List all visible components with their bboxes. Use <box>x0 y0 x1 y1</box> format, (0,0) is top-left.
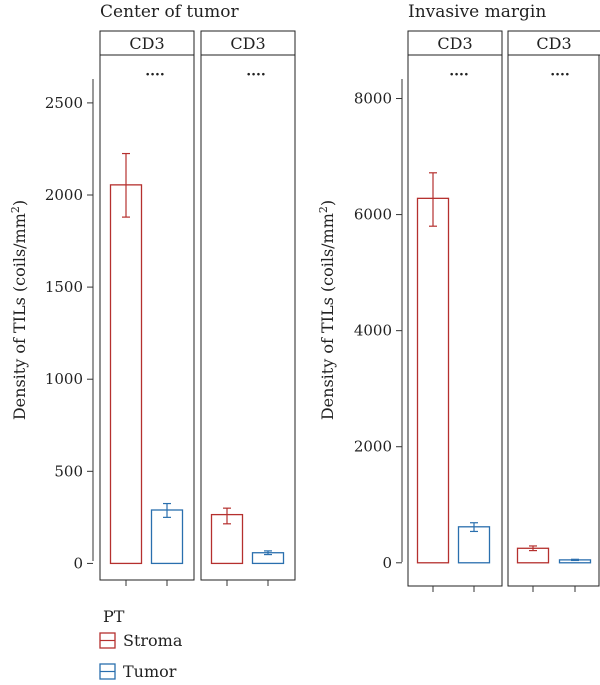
chart-title-invasive: Invasive margin <box>408 2 546 22</box>
legend-item-stroma: Stroma <box>99 631 183 650</box>
legend-title: PT <box>103 607 125 626</box>
strip-label: CD3 <box>129 34 164 53</box>
y-axis-label-center: Density of TILs (coils/mm2) <box>9 200 29 420</box>
panel-frame <box>407 54 503 587</box>
y-tick-label: 0 <box>382 554 392 572</box>
chart-invasive-margin: Invasive margin Density of TILs (coils/m… <box>317 2 600 592</box>
chart-center-of-tumor: Center of tumor Density of TILs (coils/m… <box>9 2 296 586</box>
chart-title-center: Center of tumor <box>100 2 240 22</box>
legend: PT Stroma Tumor <box>99 607 183 681</box>
legend-label-stroma: Stroma <box>123 631 183 650</box>
y-tick-label: 6000 <box>354 206 392 224</box>
panel-invasive-cd3-1: CD3 ···· <box>407 30 503 592</box>
strip-label: CD3 <box>230 34 265 53</box>
bars <box>109 152 184 565</box>
y-tick-label: 1000 <box>45 370 83 388</box>
legend-label-tumor: Tumor <box>123 662 177 681</box>
strip-label: CD3 <box>536 34 571 53</box>
y-tick-label: 8000 <box>354 90 392 108</box>
bar-stroma <box>109 184 143 565</box>
y-tick-label: 2500 <box>45 94 83 112</box>
bar-tumor <box>150 509 184 565</box>
significance-marker: ···· <box>145 67 165 83</box>
y-tick-label: 1500 <box>45 278 83 296</box>
bars <box>210 507 285 565</box>
y-tick-label: 500 <box>54 462 83 480</box>
y-axis-center: 0 500 1000 1500 2000 2500 <box>45 79 94 572</box>
y-tick-label: 4000 <box>354 322 392 340</box>
significance-marker: ···· <box>550 67 570 83</box>
panel-frame <box>99 54 195 581</box>
y-tick-label: 2000 <box>354 438 392 456</box>
bar-stroma <box>416 197 450 564</box>
y-tick-label: 0 <box>73 554 83 572</box>
bar-tumor <box>457 526 491 564</box>
legend-item-tumor: Tumor <box>99 662 177 681</box>
panel-frame <box>200 54 296 581</box>
panel-invasive-cd3-2: CD3 ···· <box>507 30 600 592</box>
y-tick-label: 2000 <box>45 186 83 204</box>
significance-marker: ···· <box>246 67 266 83</box>
significance-marker: ···· <box>449 67 469 83</box>
bars <box>416 172 491 564</box>
bars <box>516 545 592 564</box>
panel-center-cd3-2: CD3 ···· <box>200 30 296 586</box>
strip-label: CD3 <box>437 34 472 53</box>
y-axis-label-invasive: Density of TILs (coils/mm2) <box>317 200 337 420</box>
panel-center-cd3-1: CD3 ···· <box>99 30 195 586</box>
panel-frame <box>507 54 600 587</box>
y-axis-invasive: 0 2000 4000 6000 8000 <box>354 79 403 572</box>
